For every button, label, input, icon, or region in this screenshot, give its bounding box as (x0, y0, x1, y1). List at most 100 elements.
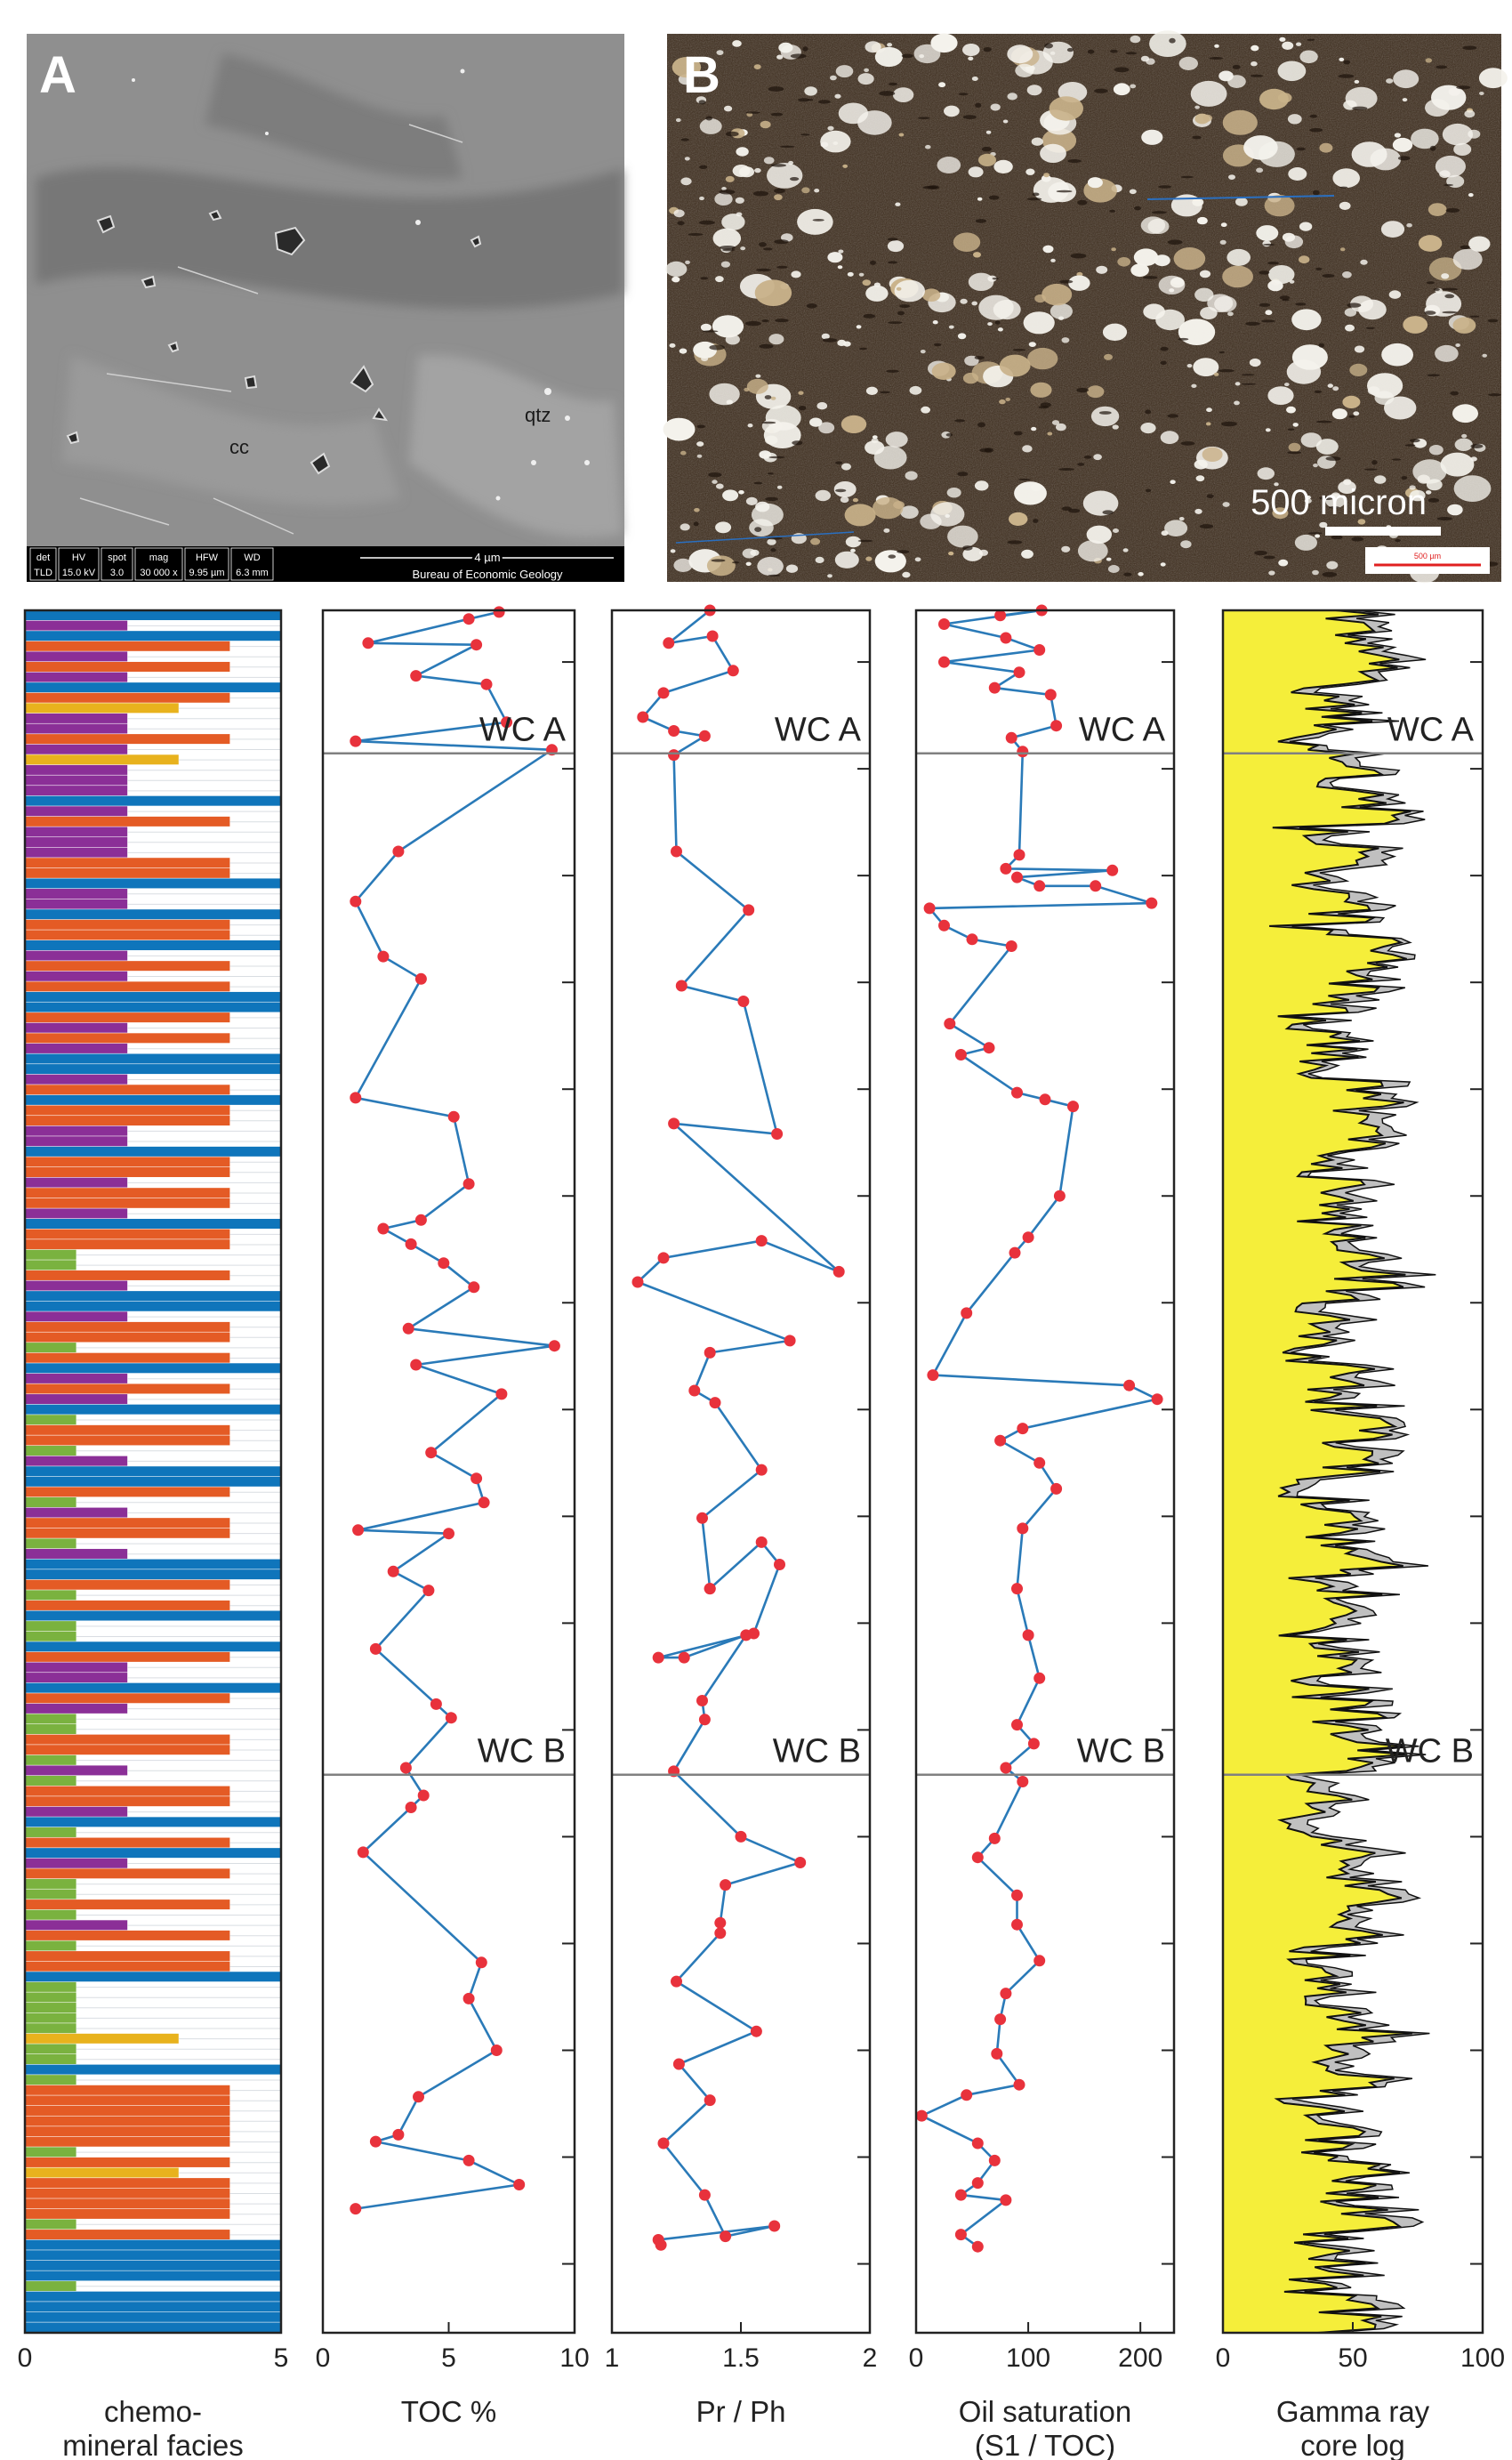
dark-grain (1263, 555, 1275, 560)
dark-grain (1087, 49, 1095, 54)
facies-bar (25, 1724, 76, 1735)
data-point (938, 656, 950, 668)
dark-grain (1061, 506, 1072, 511)
grain (1194, 508, 1202, 514)
grain (979, 549, 988, 556)
grain (1202, 447, 1223, 462)
grain (1259, 88, 1289, 110)
dark-grain (1017, 478, 1031, 480)
dark-grain (1263, 243, 1275, 246)
data-point (704, 1583, 716, 1595)
zone-label: WC A (1387, 712, 1475, 749)
grain (960, 298, 968, 304)
grain (902, 571, 911, 578)
grain (932, 320, 938, 325)
facies-bar (25, 1806, 128, 1817)
grain (1042, 283, 1073, 306)
dark-grain (1460, 245, 1470, 250)
dark-grain (1259, 302, 1271, 307)
grain (1284, 235, 1304, 249)
dark-grain (1352, 106, 1368, 110)
facies-bar (25, 1177, 128, 1188)
grain (815, 489, 831, 502)
data-point (462, 613, 475, 625)
grain (892, 87, 914, 102)
grain (865, 440, 885, 455)
dark-grain (1287, 451, 1302, 455)
grain (883, 528, 890, 533)
dark-grain (726, 131, 739, 137)
dark-grain (1322, 571, 1338, 577)
grain (1312, 569, 1319, 576)
data-point (1022, 1231, 1034, 1244)
data-point (657, 1252, 670, 1264)
dark-grain (1033, 519, 1039, 523)
grain (844, 504, 876, 527)
facies-bar (25, 672, 128, 682)
facies-bar (25, 1167, 230, 1178)
dark-grain (732, 561, 740, 564)
grain (1288, 167, 1307, 181)
dark-grain (1209, 57, 1224, 60)
dark-grain (1218, 369, 1235, 373)
facies-bar (25, 1909, 76, 1920)
sem-info-cell (101, 547, 133, 581)
grain (1160, 431, 1179, 445)
grain (920, 513, 942, 529)
prph-panel: WC A WC B 1 1.5 2 Pr / Ph (605, 604, 877, 2428)
dark-grain (835, 488, 847, 493)
facies-bar (25, 1992, 76, 2003)
grain (1193, 358, 1219, 376)
data-point (971, 1851, 984, 1864)
facies-bar (25, 1796, 230, 1807)
dark-grain (1026, 198, 1042, 201)
grain (709, 383, 740, 406)
dark-grain (1404, 444, 1416, 447)
facies-bar (25, 1848, 281, 1859)
dark-grain (1077, 463, 1085, 466)
zone-label: WC B (478, 1733, 566, 1770)
grain (1393, 69, 1420, 89)
grain (776, 485, 783, 489)
grain (874, 46, 904, 68)
grain (1234, 400, 1240, 406)
grain (712, 480, 718, 484)
data-point (740, 1629, 752, 1641)
data-point (470, 639, 483, 651)
facies-bar (25, 1930, 230, 1940)
grain (776, 54, 784, 60)
dark-grain (1488, 393, 1501, 397)
grain (1061, 545, 1071, 552)
thin-section-grains (663, 30, 1508, 584)
data-point (392, 2128, 405, 2141)
grain (999, 354, 1031, 377)
dark-grain (962, 545, 973, 551)
facies-bar (25, 682, 281, 693)
dark-grain (886, 369, 899, 373)
grain (835, 65, 854, 78)
grain (873, 282, 881, 287)
dark-grain (1444, 183, 1454, 187)
dark-grain (798, 406, 807, 411)
data-point (1000, 632, 1012, 644)
data-point (362, 637, 374, 649)
grain (1256, 225, 1279, 241)
grain (757, 556, 784, 577)
grain (971, 77, 978, 81)
grain (1468, 193, 1474, 198)
data-point (668, 725, 680, 737)
grain (909, 385, 922, 395)
data-point (657, 2137, 670, 2149)
dark-grain (1428, 497, 1440, 503)
x-axis-label: chemo- (104, 2395, 202, 2428)
facies-bar (25, 2003, 76, 2013)
dark-grain (1315, 267, 1323, 270)
facies-bar (25, 1559, 281, 1569)
data-point (735, 1830, 747, 1843)
x-tick-label: 10 (559, 2343, 589, 2373)
facies-bar (25, 867, 230, 878)
facies-bar (25, 1858, 128, 1868)
facies-bar (25, 1889, 76, 1899)
dark-grain (700, 277, 709, 280)
data-point (994, 2013, 1007, 2026)
